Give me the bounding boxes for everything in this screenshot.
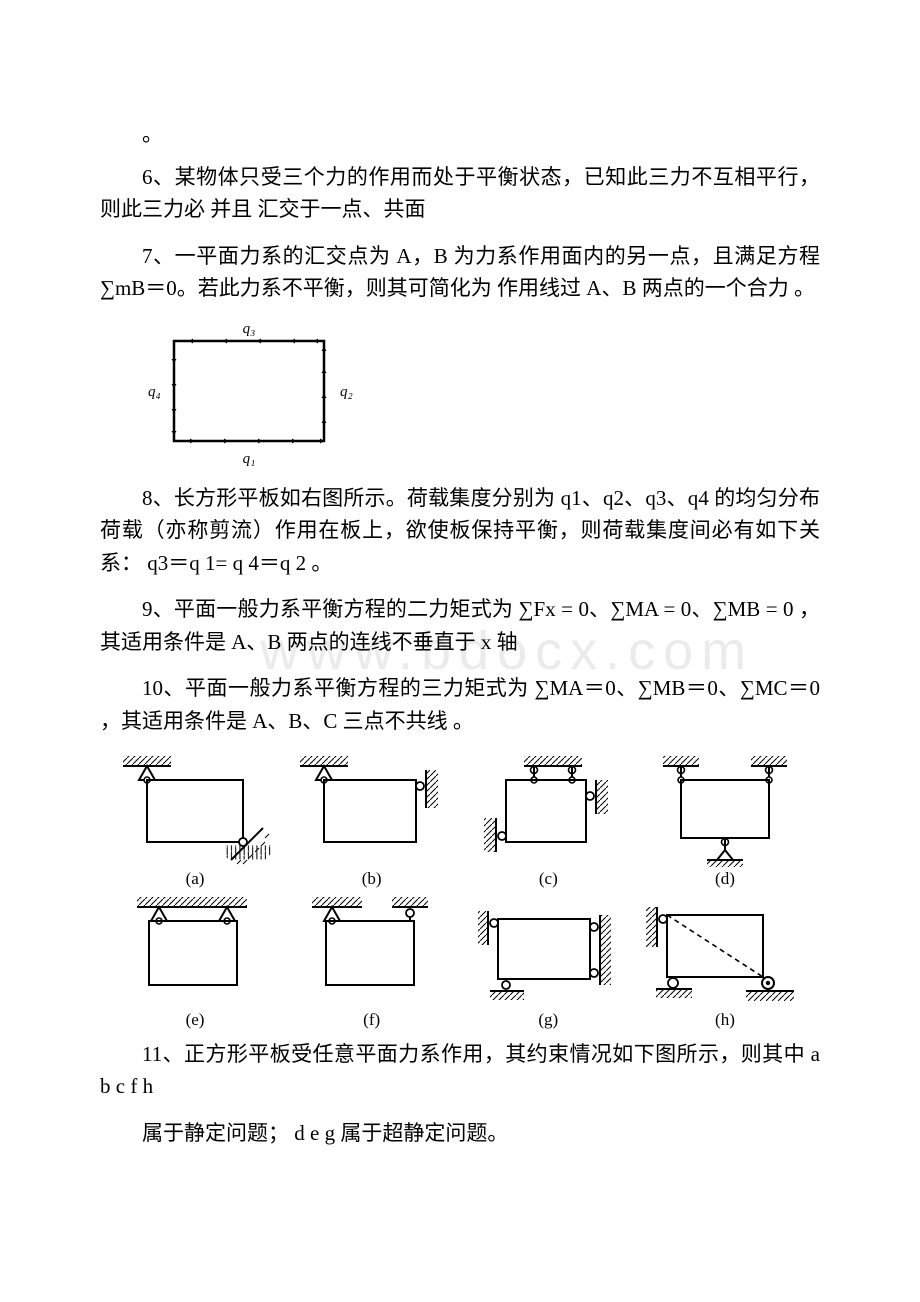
label-q1: q₁ [243, 451, 256, 467]
fig-c: (c) [463, 752, 633, 889]
fig-b: (b) [287, 752, 457, 889]
fig-f: (f) [287, 893, 457, 1030]
label-q2: q₂ [340, 384, 353, 400]
caption-h: (h) [715, 1010, 735, 1030]
fig-d: (d) [640, 752, 810, 889]
caption-g: (g) [538, 1010, 558, 1030]
paragraph-8: 8、长方形平板如右图所示。荷载集度分别为 q1、q2、q3、q4 的均匀分布荷载… [100, 482, 820, 580]
constraint-figures-row1: (a) (b) [110, 752, 810, 889]
paragraph-lone: 。 [100, 118, 820, 151]
fig-a: (a) [110, 752, 280, 889]
paragraph-11b: 属于静定问题； d e g 属于超静定问题。 [100, 1117, 820, 1150]
caption-f: (f) [363, 1010, 380, 1030]
page-content: 。 6、某物体只受三个力的作用而处于平衡状态，已知此三力不互相平行，则此三力必 … [100, 118, 820, 1149]
label-q4: q₄ [148, 384, 161, 400]
label-q3: q₃ [243, 321, 256, 337]
caption-a: (a) [186, 869, 205, 889]
figure-shear-rect: q₃ q₁ q₂ q₄ [144, 319, 820, 474]
paragraph-7: 7、一平面力系的汇交点为 A，B 为力系作用面内的另一点，且满足方程∑mB＝0。… [100, 240, 820, 305]
paragraph-11a: 11、正方形平板受任意平面力系作用，其约束情况如下图所示，则其中 a b c f… [100, 1038, 820, 1103]
fig-e: (e) [110, 893, 280, 1030]
paragraph-9: 9、平面一般力系平衡方程的二力矩式为 ∑Fx = 0、∑MA = 0、∑MB =… [100, 593, 820, 658]
fig-h: (h) [640, 893, 810, 1030]
caption-c: (c) [539, 869, 558, 889]
caption-d: (d) [715, 869, 735, 889]
caption-e: (e) [186, 1010, 205, 1030]
paragraph-6: 6、某物体只受三个力的作用而处于平衡状态，已知此三力不互相平行，则此三力必 并且… [100, 161, 820, 226]
constraint-figures-row2: (e) (f) [110, 893, 810, 1030]
paragraph-10: 10、平面一般力系平衡方程的三力矩式为 ∑MA＝0、∑MB＝0、∑MC＝0 ，其… [100, 672, 820, 737]
fig-g: (g) [463, 893, 633, 1030]
caption-b: (b) [362, 869, 382, 889]
